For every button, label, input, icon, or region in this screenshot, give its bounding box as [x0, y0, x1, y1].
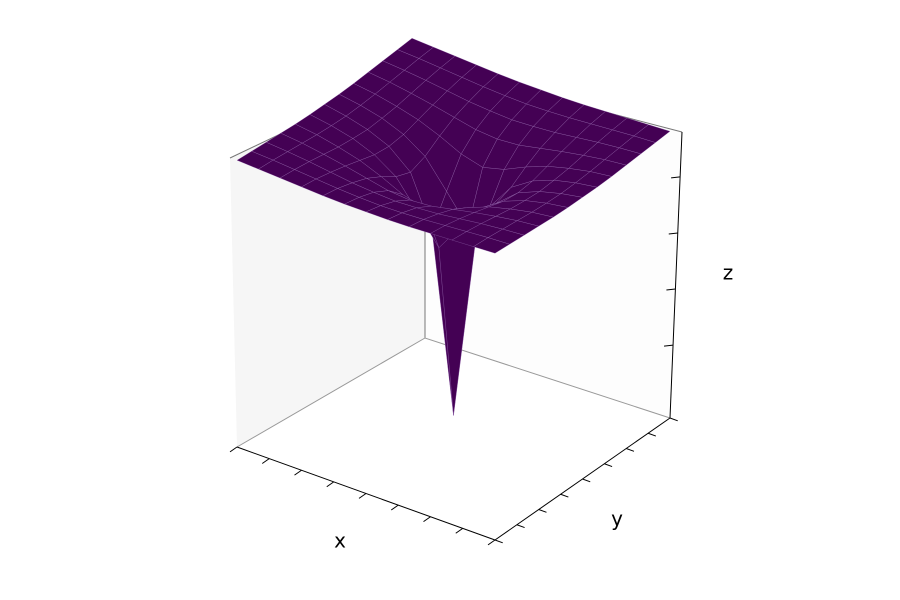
z-tick [664, 344, 674, 347]
x-tick [423, 516, 431, 523]
surface [236, 38, 671, 416]
x-tick [455, 527, 464, 534]
y-tick [604, 463, 613, 468]
z-tick [666, 288, 676, 291]
x-tick [390, 504, 399, 511]
x-tick [487, 539, 496, 546]
z-axis-label: z [723, 261, 734, 285]
y-tick [560, 493, 569, 498]
y-tick [582, 478, 591, 483]
z-tick [671, 176, 681, 179]
y-tick [516, 524, 525, 529]
z-axis [669, 131, 683, 419]
x-tick [358, 493, 367, 499]
x-tick [294, 469, 302, 476]
floor-edge [236, 337, 671, 448]
y-tick [538, 509, 547, 513]
y-tick [647, 432, 657, 437]
z-tick [668, 232, 678, 235]
x-tick [326, 481, 335, 488]
x-tick [229, 446, 238, 453]
y-axis-label: y [611, 507, 623, 531]
y-tick [669, 417, 678, 422]
y-tick [494, 539, 503, 544]
surface-patch [473, 237, 511, 254]
x-axis-label: x [334, 529, 346, 553]
x-tick [261, 458, 270, 464]
y-tick [626, 448, 635, 452]
